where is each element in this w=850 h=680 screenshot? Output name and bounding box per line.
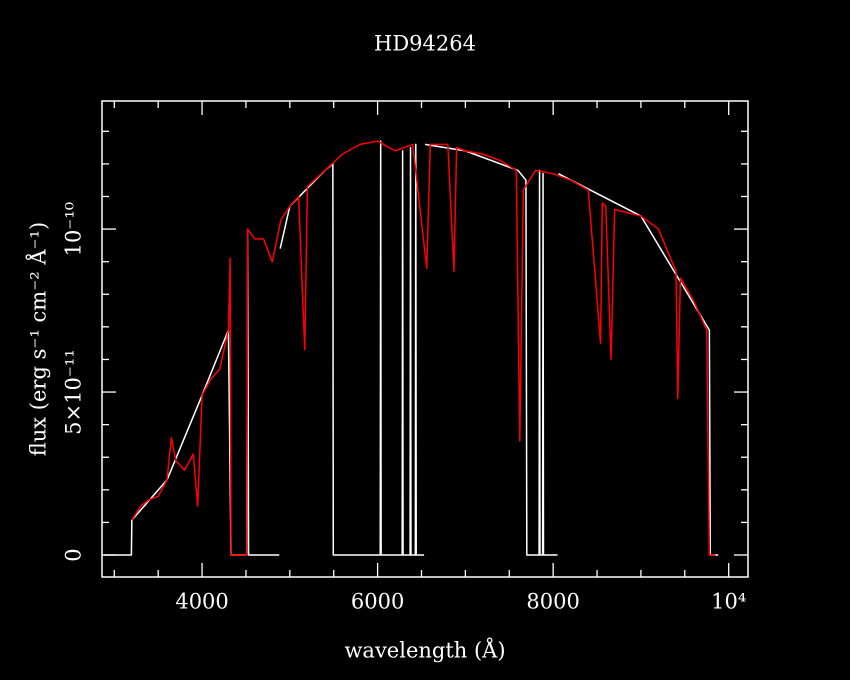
- plot-frame: [101, 100, 749, 578]
- y-tick-label: 10⁻¹⁰: [62, 202, 86, 257]
- spectrum-line: [131, 140, 716, 556]
- x-tick-label: 6000: [351, 590, 404, 614]
- y-tick-label: 5×10⁻¹¹: [62, 349, 86, 435]
- x-axis-label: wavelength (Å): [344, 638, 505, 663]
- chart-title: HD94264: [374, 32, 476, 56]
- x-tick-label: 8000: [526, 590, 579, 614]
- x-tick-label: 4000: [175, 590, 228, 614]
- y-axis-label: flux (erg s⁻¹ cm⁻² Å⁻¹): [26, 222, 51, 457]
- y-tick-label: 0: [62, 548, 86, 561]
- x-tick-label: 10⁴: [711, 590, 746, 614]
